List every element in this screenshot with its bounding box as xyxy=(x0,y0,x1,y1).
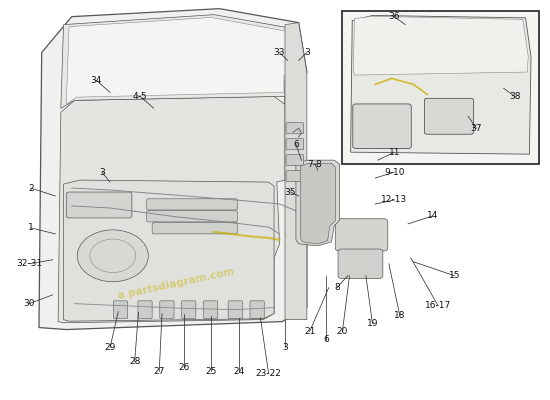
Polygon shape xyxy=(300,163,336,244)
Text: 21: 21 xyxy=(304,327,315,336)
Polygon shape xyxy=(285,23,307,320)
Text: 24: 24 xyxy=(233,367,244,376)
Text: 16-17: 16-17 xyxy=(425,301,451,310)
FancyBboxPatch shape xyxy=(67,192,132,218)
FancyBboxPatch shape xyxy=(182,301,196,318)
Text: 19: 19 xyxy=(367,319,378,328)
Text: DIAGRAMS: DIAGRAMS xyxy=(366,56,527,160)
FancyBboxPatch shape xyxy=(338,249,383,278)
FancyBboxPatch shape xyxy=(286,139,304,150)
Text: 27: 27 xyxy=(153,367,165,376)
Polygon shape xyxy=(64,180,274,321)
FancyBboxPatch shape xyxy=(160,301,174,318)
Text: 14: 14 xyxy=(427,212,438,220)
Text: 7-8: 7-8 xyxy=(307,160,322,169)
Text: 38: 38 xyxy=(509,92,520,101)
Text: 9-10: 9-10 xyxy=(384,168,405,176)
Text: 36: 36 xyxy=(389,12,400,21)
FancyBboxPatch shape xyxy=(353,104,411,148)
FancyBboxPatch shape xyxy=(286,123,304,134)
FancyBboxPatch shape xyxy=(152,223,238,234)
Text: 6: 6 xyxy=(323,335,329,344)
Text: 3: 3 xyxy=(282,343,288,352)
Text: 20: 20 xyxy=(337,327,348,336)
Text: 32-31: 32-31 xyxy=(16,259,42,268)
Text: 35: 35 xyxy=(285,188,296,196)
Text: 33: 33 xyxy=(274,48,285,57)
FancyBboxPatch shape xyxy=(138,301,152,318)
FancyBboxPatch shape xyxy=(147,211,238,222)
Polygon shape xyxy=(67,18,297,104)
Circle shape xyxy=(77,230,148,282)
Text: 25: 25 xyxy=(206,367,217,376)
Text: 6: 6 xyxy=(293,140,299,149)
FancyBboxPatch shape xyxy=(228,301,243,318)
FancyBboxPatch shape xyxy=(250,301,264,318)
Polygon shape xyxy=(350,16,531,154)
Text: 30: 30 xyxy=(23,299,35,308)
Polygon shape xyxy=(296,160,340,246)
FancyBboxPatch shape xyxy=(113,301,128,318)
Text: 18: 18 xyxy=(394,311,405,320)
Text: 34: 34 xyxy=(91,76,102,85)
FancyBboxPatch shape xyxy=(286,170,304,182)
Text: 37: 37 xyxy=(471,124,482,133)
Text: 1: 1 xyxy=(28,224,34,232)
FancyBboxPatch shape xyxy=(425,98,474,134)
Text: 23-22: 23-22 xyxy=(256,369,282,378)
Text: 15: 15 xyxy=(449,271,460,280)
Text: 29: 29 xyxy=(104,343,116,352)
FancyBboxPatch shape xyxy=(286,154,304,166)
FancyBboxPatch shape xyxy=(204,301,218,318)
Text: 4-5: 4-5 xyxy=(133,92,147,101)
Text: 26: 26 xyxy=(178,363,190,372)
Text: 2: 2 xyxy=(28,184,34,192)
Text: 12-13: 12-13 xyxy=(381,196,408,204)
Text: 8: 8 xyxy=(334,283,340,292)
Text: a partsdiagram.com: a partsdiagram.com xyxy=(117,266,235,301)
Polygon shape xyxy=(61,15,301,108)
FancyBboxPatch shape xyxy=(343,11,539,164)
Polygon shape xyxy=(353,16,529,75)
Polygon shape xyxy=(39,9,307,330)
Text: 3: 3 xyxy=(99,168,104,176)
Polygon shape xyxy=(58,96,285,323)
Text: 3: 3 xyxy=(304,48,310,57)
Text: 11: 11 xyxy=(389,148,400,157)
FancyBboxPatch shape xyxy=(336,219,388,251)
FancyBboxPatch shape xyxy=(147,199,238,210)
Text: 28: 28 xyxy=(129,357,140,366)
